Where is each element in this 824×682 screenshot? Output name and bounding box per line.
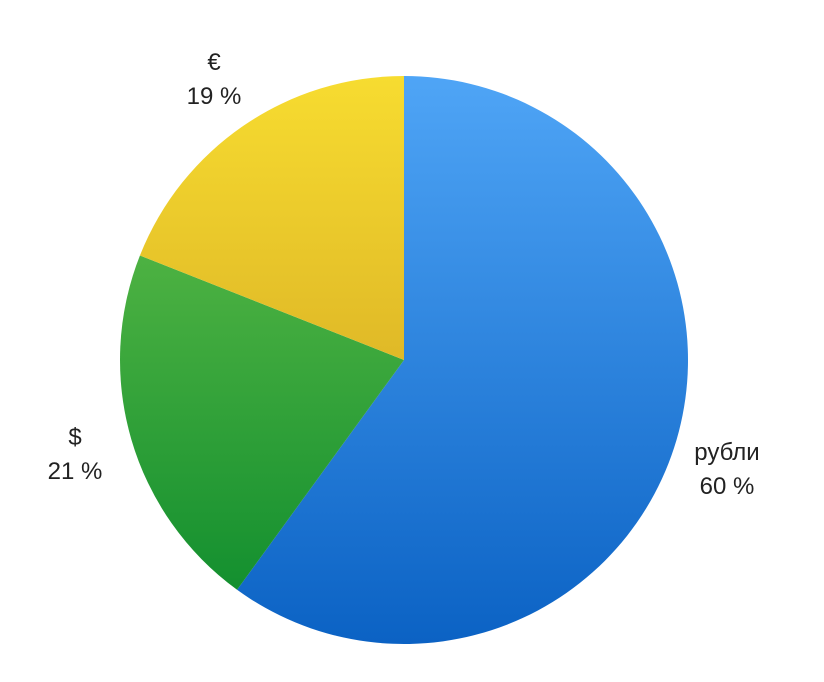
slice-name: $ [68,424,82,451]
slice-percent: 21 % [47,458,103,485]
pie-slice-1 [119,255,404,590]
slice-percent: 60 % [699,473,755,500]
slice-label-dollar: $ 21 % [48,421,103,489]
slice-label-rubles: рубли 60 % [694,436,759,504]
slice-label-euro: € 19 % [187,46,242,114]
slice-name: € [207,49,221,76]
slice-name: рубли [694,439,760,466]
pie-slice-0 [237,76,689,645]
pie-slice-2 [139,76,404,360]
slice-percent: 19 % [186,83,242,110]
